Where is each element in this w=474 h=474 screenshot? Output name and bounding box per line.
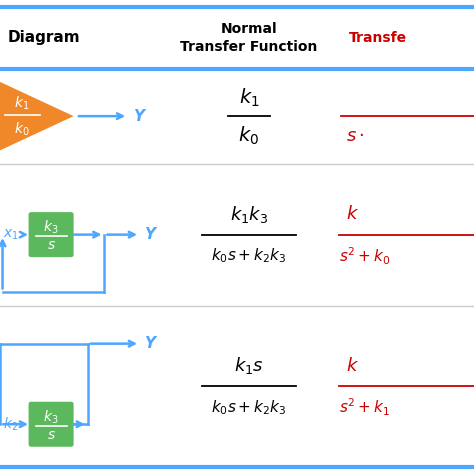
Text: $k_1$: $k_1$ — [238, 87, 259, 109]
Text: $x_1$: $x_1$ — [2, 228, 18, 242]
Text: $s$: $s$ — [46, 428, 55, 442]
Text: $k_2$: $k_2$ — [2, 416, 18, 433]
Text: $k$: $k$ — [346, 205, 359, 223]
Text: Y: Y — [133, 109, 144, 124]
Text: $k_0 s + k_2 k_3$: $k_0 s + k_2 k_3$ — [211, 398, 287, 417]
Text: $k_1 s$: $k_1 s$ — [234, 356, 264, 376]
Text: $k$: $k$ — [346, 357, 359, 375]
Text: $k_1 k_3$: $k_1 k_3$ — [230, 204, 268, 225]
Text: $s^2 + k_0$: $s^2 + k_0$ — [339, 245, 391, 267]
Text: Normal
Transfer Function: Normal Transfer Function — [180, 22, 318, 54]
Text: $k_1$: $k_1$ — [14, 94, 29, 111]
Text: Y: Y — [144, 336, 155, 351]
Text: $k_3$: $k_3$ — [44, 409, 59, 426]
Text: Transfe: Transfe — [348, 31, 407, 45]
Text: Diagram: Diagram — [7, 30, 80, 46]
Text: Y: Y — [144, 227, 155, 242]
FancyBboxPatch shape — [28, 402, 73, 447]
Text: $s \cdot$: $s \cdot$ — [346, 127, 365, 145]
Text: $k_0$: $k_0$ — [238, 125, 259, 147]
Polygon shape — [0, 69, 73, 164]
Text: $s$: $s$ — [46, 238, 55, 252]
FancyBboxPatch shape — [28, 212, 73, 257]
Text: $k_0 s + k_2 k_3$: $k_0 s + k_2 k_3$ — [211, 246, 287, 265]
Text: $s^2 + k_1$: $s^2 + k_1$ — [339, 397, 390, 419]
Text: $k_3$: $k_3$ — [44, 219, 59, 236]
Text: $k_0$: $k_0$ — [14, 121, 29, 138]
